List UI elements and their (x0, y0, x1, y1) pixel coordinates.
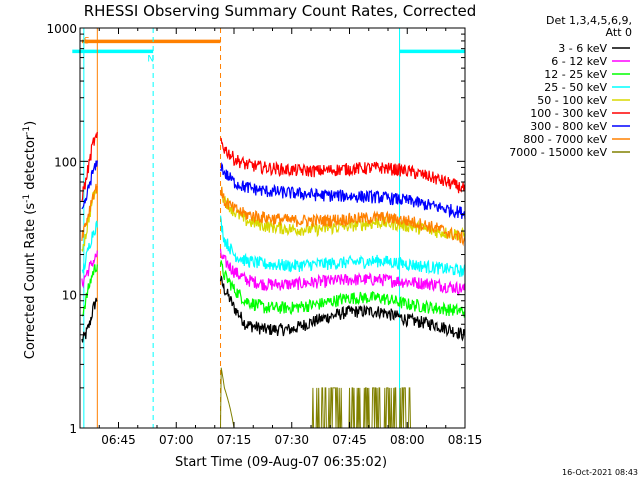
axes: 06:45 07:00 07:15 07:30 07:45 08:00 08:15 1 10 10… (46, 22, 482, 447)
x-tick-label: 06:45 (101, 433, 136, 447)
series-line-8 (81, 183, 466, 247)
legend-label: 50 - 100 keV (537, 94, 607, 107)
y-tick-label: 10 (62, 289, 77, 303)
legend-header-1: Det 1,3,4,5,6,9, (546, 14, 632, 27)
legend-label: 300 - 800 keV (530, 120, 607, 133)
legend-header-2: Att 0 (606, 26, 632, 39)
series-line-7 (81, 160, 466, 219)
flag-bar-3 (399, 49, 465, 54)
x-tick-label: 07:00 (159, 433, 194, 447)
flag-bar-2 (72, 49, 154, 54)
legend-label: 25 - 50 keV (544, 81, 607, 94)
timestamp: 16-Oct-2021 08:43 (562, 468, 638, 477)
series-line-9 (81, 367, 465, 429)
x-tick-label: 07:15 (217, 433, 252, 447)
legend-label: 800 - 7000 keV (523, 133, 607, 146)
series-line-3 (81, 260, 466, 318)
x-tick-label: 07:30 (274, 433, 309, 447)
legend-label: 100 - 300 keV (530, 107, 607, 120)
chart-title: RHESSI Observing Summary Count Rates, Co… (84, 2, 477, 20)
y-axis-label: Corrected Count Rate (s-1 detector-1) (22, 121, 38, 359)
series-line-6 (81, 131, 466, 202)
flag-label-s: S (84, 37, 90, 47)
x-tick-label: 08:15 (448, 433, 483, 447)
x-tick-label: 07:45 (332, 433, 367, 447)
x-tick-label: 08:00 (390, 433, 425, 447)
series-line-1 (81, 275, 466, 343)
legend-label: 7000 - 15000 keV (509, 146, 607, 159)
flag-label-n: N (147, 55, 154, 65)
flag-bars: SN (72, 37, 465, 65)
legend-label: 6 - 12 keV (551, 55, 607, 68)
y-tick-label: 100 (54, 155, 77, 169)
y-tick-label: 1 (69, 422, 77, 436)
x-axis-label: Start Time (09-Aug-07 06:35:02) (175, 455, 387, 470)
series-lines (81, 131, 466, 429)
series-line-2 (81, 248, 466, 296)
flag-bar-1 (81, 39, 221, 44)
legend-label: 3 - 6 keV (558, 42, 607, 55)
legend-label: 12 - 25 keV (544, 68, 607, 81)
series-line-4 (81, 215, 466, 278)
y-tick-label: 1000 (46, 22, 77, 36)
